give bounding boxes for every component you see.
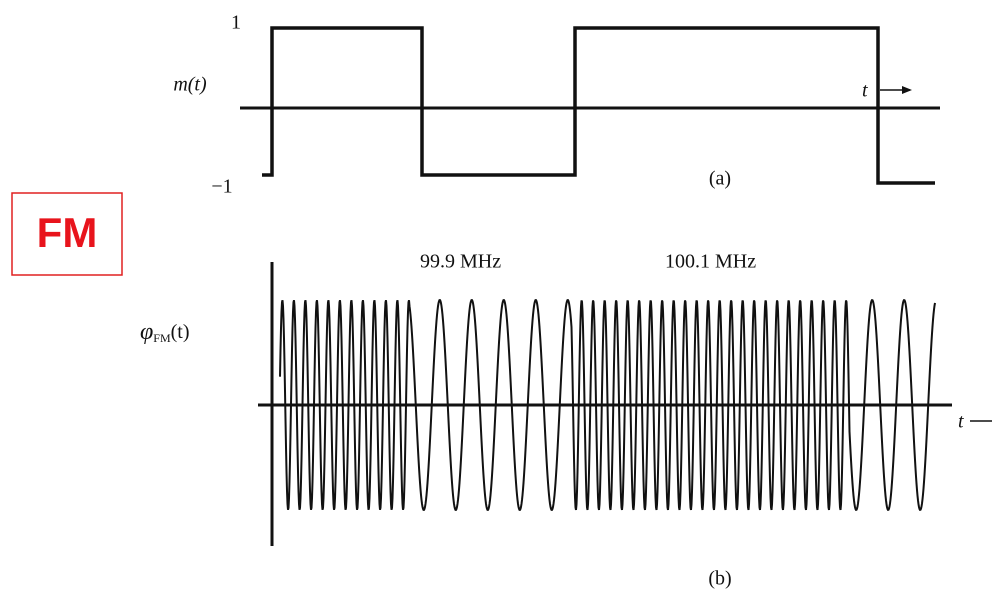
badge: FM <box>37 209 98 256</box>
level-label: −1 <box>211 176 232 198</box>
signal-subscript: FM <box>153 331 171 345</box>
time-label: t <box>862 80 868 102</box>
badge-box <box>11 192 123 276</box>
caption: (a) <box>709 168 731 190</box>
time-label: t <box>958 411 964 433</box>
signal-argument: (t) <box>171 321 190 343</box>
time-arrow <box>880 86 912 94</box>
square-wave <box>262 26 935 185</box>
signal-symbol: φ <box>140 319 153 345</box>
freq-label: 99.9 MHz <box>420 251 501 273</box>
freq-label: 100.1 MHz <box>665 251 756 273</box>
signal-label: m(t) <box>173 74 207 96</box>
caption: (b) <box>708 568 731 590</box>
level-label: 1 <box>231 12 241 34</box>
signal-label: φFM(t) <box>140 319 190 345</box>
fm-wave <box>279 298 936 512</box>
